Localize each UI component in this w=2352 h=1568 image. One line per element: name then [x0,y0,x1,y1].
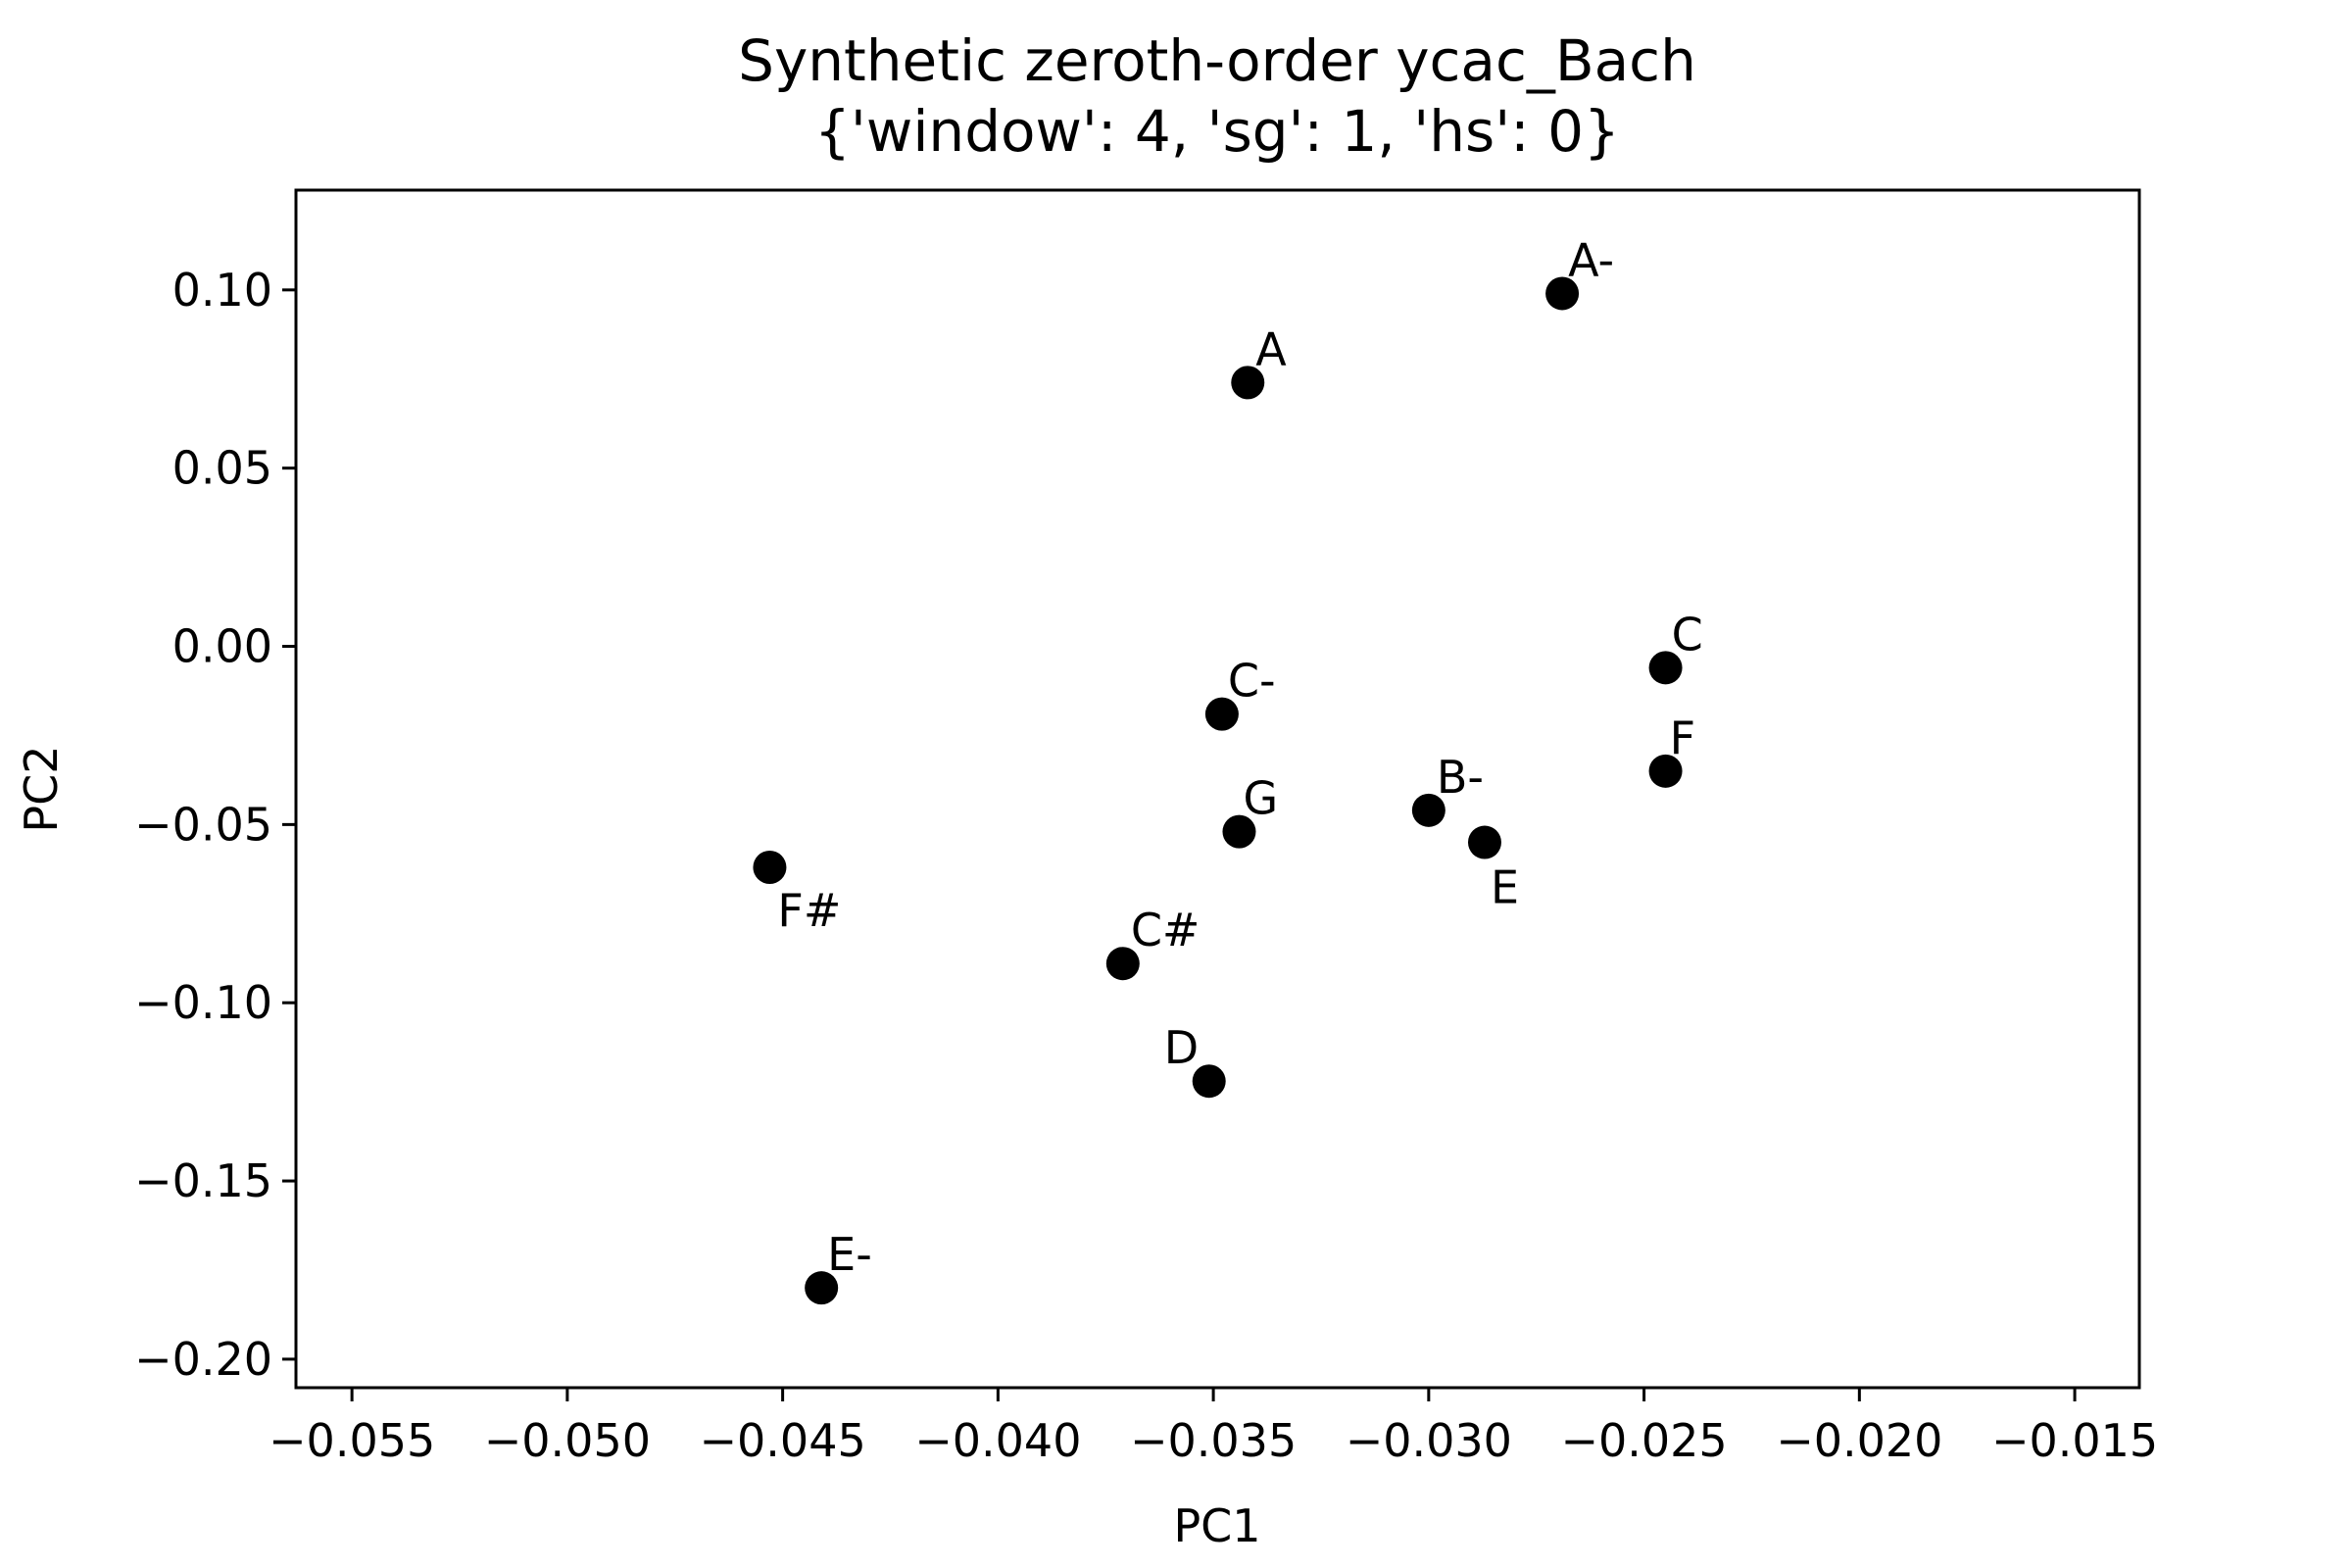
plot-area-frame [294,188,2141,1390]
point-label: C# [1131,904,1200,956]
point-label: F# [777,884,841,937]
data-point [1192,1064,1226,1099]
chart-subtitle: {'window': 4, 'sg': 1, 'hs': 0} [814,98,1620,165]
point-label: C [1672,608,1703,661]
data-point [805,1271,839,1305]
point-label: G [1243,772,1278,825]
data-point [1105,947,1140,981]
x-tick-label: −0.050 [484,1414,651,1467]
point-label: A [1255,322,1287,375]
data-point [1648,754,1683,788]
y-tick-label: 0.10 [172,264,272,317]
point-label: E- [827,1228,872,1281]
x-tick-label: −0.040 [914,1414,1081,1467]
x-tick-label: −0.020 [1776,1414,1942,1467]
data-point [1204,697,1239,731]
point-label: B- [1437,751,1484,804]
data-point [1222,814,1256,849]
point-label: D [1164,1021,1199,1074]
y-tick-label: −0.05 [134,798,272,851]
data-point [1545,276,1580,311]
y-tick-label: 0.00 [172,620,272,673]
y-axis: 0.10 0.05 0.00 −0.05 −0.10 −0.15 −0.20 [134,264,296,1386]
data-point [1467,825,1501,859]
x-tick-label: −0.055 [269,1414,435,1467]
x-tick-label: −0.030 [1346,1414,1512,1467]
data-point [1411,793,1446,827]
x-axis: −0.055 −0.050 −0.045 −0.040 −0.035 −0.030 −0.0… [269,1388,2158,1467]
x-tick-label: −0.035 [1130,1414,1297,1467]
x-tick-label: −0.045 [700,1414,866,1467]
y-tick-label: −0.20 [134,1333,272,1386]
point-label: F [1670,711,1695,764]
x-tick-label: −0.025 [1560,1414,1727,1467]
y-tick-label: −0.10 [134,976,272,1029]
point-label: A- [1568,233,1614,286]
y-axis-label: PC2 [15,745,68,832]
point-label: C- [1228,655,1276,708]
x-tick-label: −0.015 [1991,1414,2158,1467]
data-points: A- A C C- F G B- E F# C# D E- [753,233,1703,1305]
data-point [1231,366,1265,400]
y-tick-label: 0.05 [172,442,272,495]
data-point [1648,651,1683,685]
chart-title: Synthetic zeroth-order ycac_Bach [738,27,1696,94]
y-tick-label: −0.15 [134,1154,272,1207]
x-axis-label: PC1 [1173,1499,1260,1552]
point-label: E [1491,861,1519,914]
data-point [753,851,787,885]
